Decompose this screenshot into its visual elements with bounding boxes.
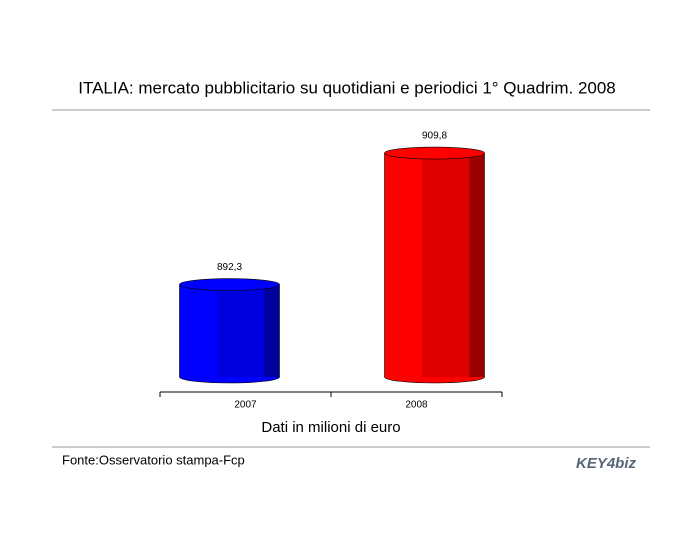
bar	[384, 153, 485, 377]
x-axis-label: Dati in milioni di euro	[261, 419, 400, 436]
source: Fonte:Osservatorio stampa-Fcp	[62, 452, 245, 467]
cylinder-top	[384, 146, 485, 160]
bar-shade	[422, 153, 485, 377]
value-label: 892,3	[217, 262, 242, 273]
logo: KEY4biz	[576, 455, 637, 472]
chart-title: ITALIA: mercato pubblicitario su quotidi…	[78, 78, 616, 97]
bar-shade	[264, 284, 280, 377]
cylinder-top	[179, 278, 280, 291]
bar-shade	[217, 284, 280, 377]
bar-shade	[469, 153, 485, 377]
x-tick-label: 2007	[234, 400, 257, 411]
value-label: 909,8	[422, 131, 447, 142]
x-tick-label: 2008	[405, 400, 428, 411]
bar	[179, 284, 280, 377]
